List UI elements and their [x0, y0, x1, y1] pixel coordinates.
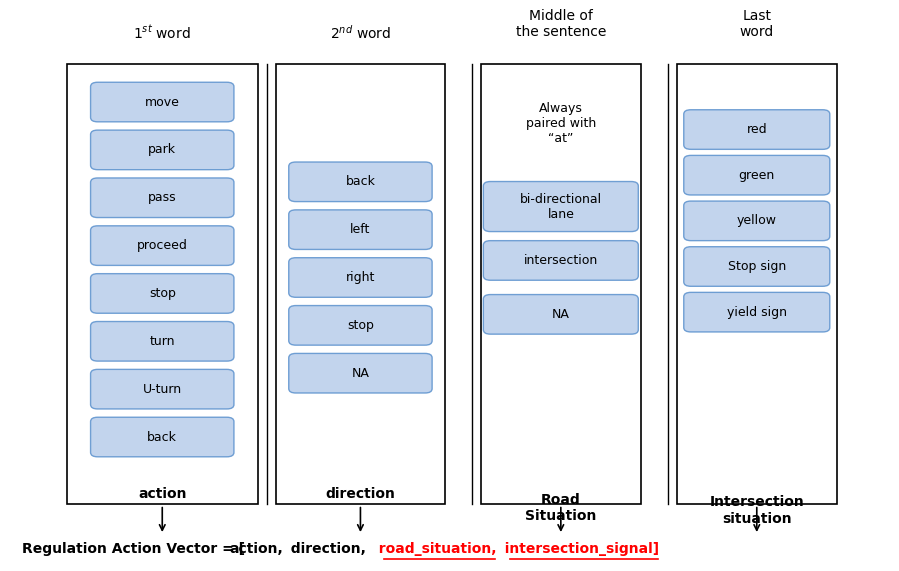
- Text: 2$^{nd}$ word: 2$^{nd}$ word: [330, 23, 391, 42]
- Text: Middle of
the sentence: Middle of the sentence: [516, 9, 606, 39]
- Text: move: move: [145, 95, 180, 108]
- Text: intersection_signal]: intersection_signal]: [495, 542, 659, 556]
- FancyBboxPatch shape: [684, 201, 830, 240]
- Text: Always
paired with
“at”: Always paired with “at”: [526, 102, 596, 145]
- Text: intersection: intersection: [524, 254, 598, 267]
- Text: back: back: [147, 431, 177, 444]
- FancyBboxPatch shape: [484, 240, 638, 280]
- Text: road_situation,: road_situation,: [369, 542, 497, 556]
- Text: Intersection
situation: Intersection situation: [709, 495, 804, 525]
- FancyBboxPatch shape: [67, 63, 258, 504]
- FancyBboxPatch shape: [684, 110, 830, 150]
- Text: red: red: [746, 123, 767, 136]
- Text: left: left: [351, 223, 370, 236]
- Text: turn: turn: [149, 335, 175, 348]
- Text: action,: action,: [229, 542, 282, 556]
- FancyBboxPatch shape: [289, 258, 432, 297]
- FancyBboxPatch shape: [289, 353, 432, 393]
- FancyBboxPatch shape: [276, 63, 445, 504]
- Text: green: green: [739, 168, 775, 182]
- FancyBboxPatch shape: [91, 82, 234, 122]
- Text: Regulation Action Vector = [: Regulation Action Vector = [: [22, 542, 245, 556]
- Text: back: back: [345, 175, 376, 188]
- Text: action: action: [138, 487, 186, 501]
- Text: direction: direction: [325, 487, 396, 501]
- FancyBboxPatch shape: [91, 274, 234, 313]
- Text: right: right: [346, 271, 375, 284]
- FancyBboxPatch shape: [484, 182, 638, 232]
- Text: park: park: [148, 143, 176, 156]
- FancyBboxPatch shape: [684, 292, 830, 332]
- Text: Last
word: Last word: [740, 9, 774, 39]
- Text: Road
Situation: Road Situation: [525, 493, 597, 523]
- Text: NA: NA: [352, 367, 369, 380]
- Text: direction,: direction,: [280, 542, 366, 556]
- Text: proceed: proceed: [137, 239, 188, 252]
- FancyBboxPatch shape: [684, 155, 830, 195]
- FancyBboxPatch shape: [91, 369, 234, 409]
- FancyBboxPatch shape: [481, 63, 641, 504]
- Text: yellow: yellow: [737, 214, 777, 227]
- FancyBboxPatch shape: [684, 247, 830, 286]
- Text: 1$^{st}$ word: 1$^{st}$ word: [133, 24, 191, 42]
- FancyBboxPatch shape: [91, 417, 234, 457]
- Text: U-turn: U-turn: [143, 383, 182, 396]
- Text: stop: stop: [149, 287, 175, 300]
- Text: Stop sign: Stop sign: [727, 260, 786, 273]
- FancyBboxPatch shape: [91, 130, 234, 170]
- Text: bi-directional
lane: bi-directional lane: [520, 192, 602, 220]
- FancyBboxPatch shape: [289, 210, 432, 250]
- Text: pass: pass: [148, 191, 176, 204]
- FancyBboxPatch shape: [484, 295, 638, 334]
- Text: stop: stop: [347, 319, 374, 332]
- FancyBboxPatch shape: [91, 178, 234, 218]
- FancyBboxPatch shape: [677, 63, 837, 504]
- FancyBboxPatch shape: [289, 305, 432, 345]
- Text: yield sign: yield sign: [726, 305, 787, 319]
- Text: NA: NA: [552, 308, 570, 321]
- FancyBboxPatch shape: [91, 321, 234, 361]
- FancyBboxPatch shape: [289, 162, 432, 202]
- FancyBboxPatch shape: [91, 226, 234, 266]
